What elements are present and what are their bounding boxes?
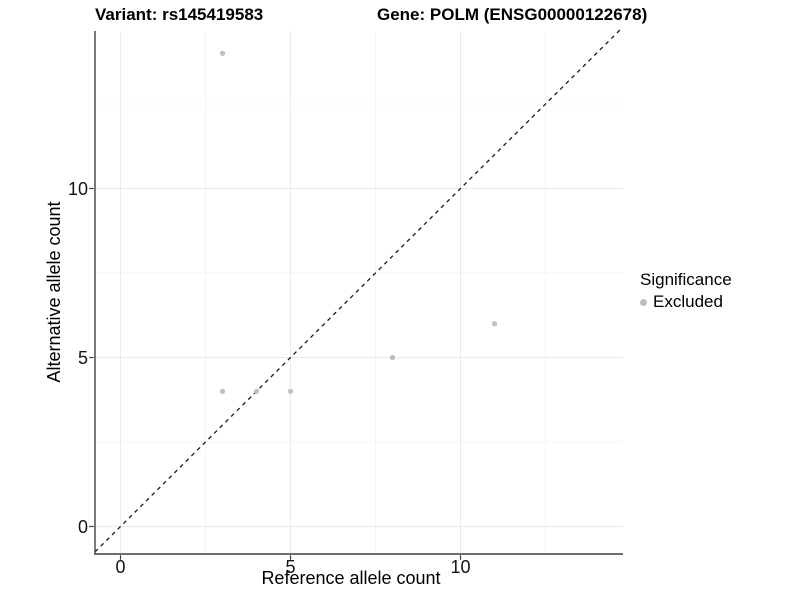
x-tick-label: 10 — [450, 557, 470, 577]
plot-title-gene: Gene: POLM (ENSG00000122678) — [377, 5, 648, 24]
y-tick-label: 5 — [78, 348, 88, 368]
identity-dashed-line — [94, 29, 621, 553]
data-point — [389, 354, 396, 361]
x-axis-label: Reference allele count — [261, 568, 441, 588]
data-point — [219, 50, 226, 56]
legend-item-label: Excluded — [653, 292, 723, 311]
x-tick-label: 5 — [285, 557, 295, 577]
y-tick-label: 0 — [78, 517, 88, 537]
legend: Significance Excluded — [640, 270, 732, 312]
legend-title: Significance — [640, 270, 732, 289]
data-point — [491, 321, 498, 327]
x-tick-label: 0 — [115, 557, 125, 577]
y-tick-label: 10 — [68, 179, 88, 199]
legend-point-icon — [640, 298, 647, 306]
legend-item-excluded: Excluded — [640, 292, 732, 312]
data-point — [219, 388, 226, 394]
data-point — [253, 388, 260, 394]
plot-title-variant: Variant: rs145419583 — [95, 5, 264, 24]
data-point — [287, 388, 294, 394]
y-axis-label: Alternative allele count — [44, 201, 64, 383]
